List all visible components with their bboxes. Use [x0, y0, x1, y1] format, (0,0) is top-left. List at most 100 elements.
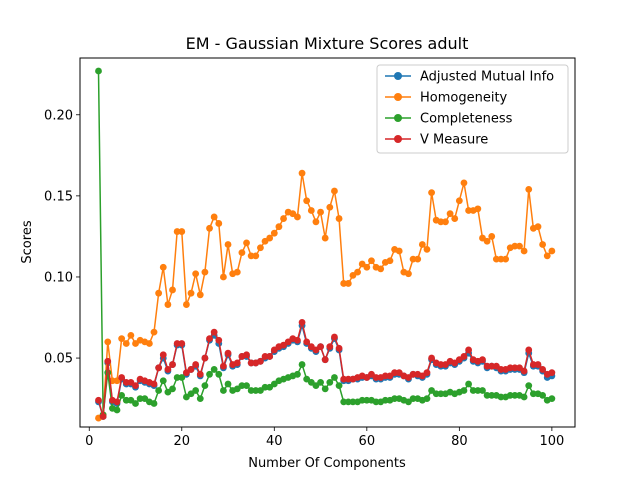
data-point-homogeneity [280, 215, 287, 222]
data-point-homogeneity [483, 237, 491, 245]
x-tick-label: 40 [266, 434, 283, 449]
data-point-homogeneity [326, 203, 334, 211]
data-point-v-measure [534, 361, 542, 368]
data-point-v-measure [210, 328, 218, 336]
data-point-completeness [113, 406, 121, 414]
y-tick-label: 0.20 [44, 108, 73, 123]
legend-marker-completeness [394, 114, 402, 122]
data-point-homogeneity [187, 289, 195, 297]
y-axis-title: Scores [20, 220, 35, 263]
data-point-homogeneity [178, 228, 186, 235]
data-point-v-measure [187, 366, 195, 373]
data-point-v-measure [335, 344, 343, 352]
y-axis: 0.05 0.10 0.15 0.20 [44, 108, 80, 367]
data-point-homogeneity [224, 241, 232, 248]
data-point-homogeneity [192, 270, 200, 278]
data-point-homogeneity [548, 247, 556, 255]
data-point-v-measure [257, 357, 264, 365]
data-point-homogeneity [159, 263, 167, 271]
chart-title: EM - Gaussian Mixture Scores adult [186, 34, 469, 53]
data-point-completeness [539, 391, 547, 399]
data-point-homogeneity [405, 270, 412, 278]
data-point-completeness [465, 380, 472, 388]
data-point-homogeneity [233, 268, 241, 276]
data-point-completeness [132, 400, 139, 407]
legend-marker-homogeneity [394, 93, 402, 101]
data-point-homogeneity [395, 247, 403, 255]
data-point-homogeneity [150, 328, 158, 336]
data-point-homogeneity [164, 301, 172, 308]
data-point-v-measure [539, 366, 547, 373]
data-point-v-measure [178, 340, 186, 347]
data-point-v-measure [169, 361, 176, 368]
legend-box [376, 64, 569, 154]
data-point-homogeneity [206, 224, 213, 232]
plot-frame [79, 57, 576, 428]
y-tick-label: 0.05 [44, 352, 73, 367]
legend-label-homogeneity: Homogeneity [420, 91, 508, 106]
series-homogeneity [95, 169, 556, 422]
legend-item-completeness: Completeness [385, 112, 513, 127]
data-point-completeness [321, 385, 329, 393]
data-point-homogeneity [122, 340, 130, 347]
x-axis: 0 20 40 60 80 100 [85, 427, 564, 449]
data-point-completeness [220, 387, 227, 394]
data-point-homogeneity [169, 286, 176, 294]
data-point-v-measure [233, 359, 241, 367]
data-point-completeness [224, 380, 232, 388]
x-tick-label: 60 [359, 434, 376, 449]
data-point-v-measure [243, 351, 250, 359]
legend-label-adjusted-mutual-info: Adjusted Mutual Info [420, 70, 554, 85]
data-point-v-measure [428, 354, 435, 362]
data-point-homogeneity [520, 247, 528, 255]
data-point-homogeneity [321, 234, 329, 242]
data-point-completeness [520, 393, 528, 401]
data-point-v-measure [132, 382, 139, 390]
data-point-completeness [423, 395, 431, 403]
data-point-homogeneity [127, 331, 135, 339]
legend-item-homogeneity: Homogeneity [385, 91, 508, 106]
data-point-homogeneity [455, 197, 463, 205]
data-point-homogeneity [488, 233, 496, 240]
data-point-homogeneity [118, 335, 126, 342]
data-point-homogeneity [363, 263, 371, 271]
data-point-v-measure [317, 343, 324, 351]
legend-label-completeness: Completeness [420, 112, 513, 127]
data-point-homogeneity [460, 179, 468, 187]
data-point-v-measure [298, 318, 306, 326]
data-point-v-measure [155, 364, 163, 372]
data-point-v-measure [95, 396, 102, 404]
data-point-v-measure [150, 380, 158, 388]
data-point-homogeneity [446, 210, 454, 218]
data-point-completeness [210, 366, 218, 373]
data-point-homogeneity [196, 291, 204, 299]
data-point-homogeneity [303, 197, 311, 205]
data-point-homogeneity [335, 215, 343, 222]
data-point-homogeneity [266, 234, 274, 242]
data-point-v-measure [113, 398, 121, 406]
data-point-v-measure [118, 374, 126, 381]
data-point-homogeneity [418, 241, 426, 248]
data-point-completeness [155, 387, 163, 394]
data-point-completeness [460, 387, 468, 394]
data-point-homogeneity [423, 245, 431, 253]
data-point-completeness [317, 379, 324, 386]
x-tick-label: 100 [539, 434, 564, 449]
data-point-homogeneity [451, 215, 459, 222]
data-point-completeness [159, 377, 167, 385]
data-point-completeness [150, 400, 158, 407]
data-point-homogeneity [252, 252, 260, 260]
data-point-completeness [118, 391, 126, 399]
data-point-completeness [294, 370, 301, 378]
data-point-completeness [169, 385, 176, 393]
data-point-v-measure [331, 333, 338, 341]
data-point-homogeneity [543, 252, 551, 260]
data-point-completeness [331, 374, 338, 381]
data-point-completeness [479, 387, 486, 394]
data-point-v-measure [266, 353, 274, 360]
data-point-completeness [215, 370, 223, 378]
data-point-homogeneity [502, 255, 510, 263]
data-point-homogeneity [474, 205, 482, 213]
x-axis-title: Number Of Components [248, 456, 406, 471]
